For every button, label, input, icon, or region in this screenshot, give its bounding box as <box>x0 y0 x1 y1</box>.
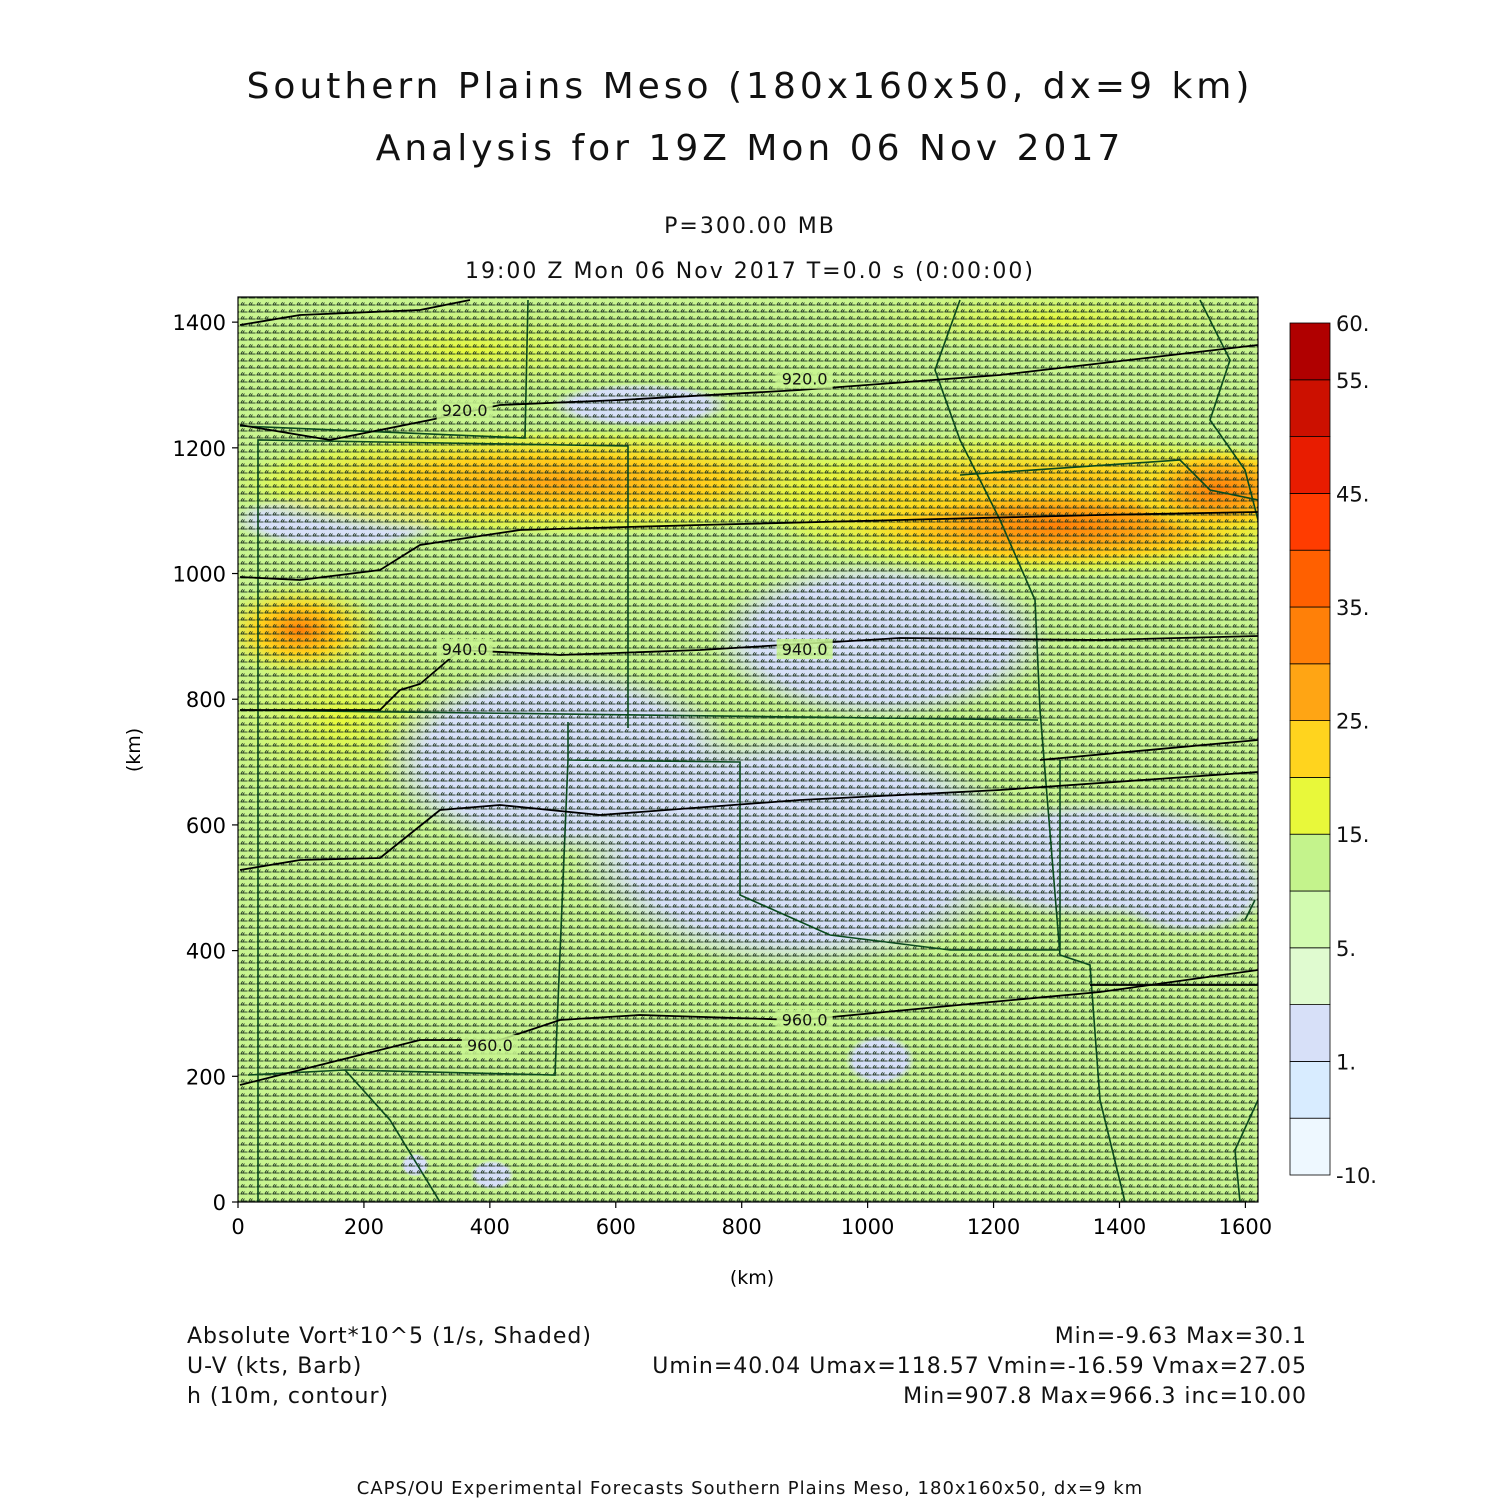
colorbar-label: 55. <box>1336 369 1369 393</box>
colorbar-swatch <box>1289 663 1331 721</box>
field3-stats: Min=907.8 Max=966.3 inc=10.00 <box>903 1384 1307 1409</box>
contour-label-bg <box>436 400 493 421</box>
title-line1: Southern Plains Meso (180x160x50, dx=9 k… <box>246 66 1254 107</box>
x-tick-label: 800 <box>722 1215 762 1239</box>
colorbar-label: 45. <box>1336 482 1369 506</box>
colorbar-label: -10. <box>1336 1164 1377 1188</box>
colorbar-label: 60. <box>1336 312 1369 336</box>
y-tick-label: 400 <box>186 940 226 964</box>
y-axis-label: (km) <box>123 728 145 772</box>
contour-label: 920.0 <box>442 401 488 420</box>
colorbar-swatch <box>1289 947 1331 1005</box>
field1-stats: Min=-9.63 Max=30.1 <box>1054 1324 1307 1349</box>
colorbar-label: 5. <box>1336 937 1356 961</box>
colorbar-label: 35. <box>1336 596 1369 620</box>
contour-label-bg <box>776 368 833 389</box>
y-tick-label: 600 <box>186 814 226 838</box>
x-axis-label: (km) <box>730 1267 774 1289</box>
title-line2: Analysis for 19Z Mon 06 Nov 2017 <box>375 128 1125 169</box>
colorbar-swatch <box>1289 890 1331 949</box>
field2-stats: Umin=40.04 Umax=118.57 Vmin=-16.59 Vmax=… <box>652 1354 1307 1379</box>
x-axis: 0 200 400 600 800 1000 1200 1400 1600 <box>231 1202 1272 1239</box>
y-tick-label: 1400 <box>173 311 226 335</box>
colorbar-label: 25. <box>1336 710 1369 734</box>
field1-label: Absolute Vort*10^5 (1/s, Shaded) <box>187 1324 592 1349</box>
x-tick-label: 1200 <box>967 1215 1020 1239</box>
y-axis: 0 200 400 600 800 1000 1200 1400 <box>173 311 238 1215</box>
colorbar-swatch <box>1289 777 1331 835</box>
y-tick-label: 1200 <box>173 437 226 461</box>
y-tick-label: 1000 <box>173 563 226 587</box>
colorbar-labels: -10. 1. 5. 15. 25. 35. 45. 55. 60. <box>1336 312 1377 1188</box>
colorbar-swatch <box>1289 436 1331 494</box>
x-tick-label: 0 <box>231 1215 244 1239</box>
height-contours <box>239 299 1258 1086</box>
contour-label: 940.0 <box>782 640 828 659</box>
x-tick-label: 200 <box>344 1215 384 1239</box>
plot-frame <box>237 296 1259 1203</box>
level-label: P=300.00 MB <box>664 214 836 239</box>
contour-labels: 920.0 920.0 940.0 940.0 960.0 960.0 <box>436 368 833 1055</box>
contour-label: 940.0 <box>442 640 488 659</box>
contour-label: 920.0 <box>782 370 828 389</box>
y-tick-label: 800 <box>186 688 226 712</box>
colorbar-swatch <box>1289 606 1331 665</box>
x-tick-label: 1400 <box>1093 1215 1146 1239</box>
contour-label-bg <box>776 638 833 659</box>
colorbar-label: 1. <box>1336 1050 1356 1074</box>
colorbar-swatch <box>1289 1061 1331 1119</box>
x-tick-label: 400 <box>470 1215 510 1239</box>
colorbar-swatch <box>1289 833 1331 892</box>
colorbar-swatch <box>1289 720 1331 778</box>
contour-label-bg <box>461 1034 518 1055</box>
y-tick-label: 200 <box>186 1065 226 1089</box>
wind-barbs <box>238 297 1258 1202</box>
contour-label-bg <box>776 1009 833 1030</box>
colorbar-swatch <box>1289 322 1331 381</box>
footer: CAPS/OU Experimental Forecasts Southern … <box>356 1478 1144 1499</box>
colorbar <box>1289 322 1331 1176</box>
state-boundaries <box>239 299 1258 1202</box>
contour-label: 960.0 <box>467 1036 513 1055</box>
colorbar-label: 15. <box>1336 823 1369 847</box>
shaded-field <box>238 297 1258 1202</box>
field2-label: U-V (kts, Barb) <box>187 1354 363 1379</box>
colorbar-swatch <box>1289 1117 1331 1176</box>
x-tick-label: 1600 <box>1219 1215 1272 1239</box>
colorbar-swatch <box>1289 379 1331 437</box>
y-tick-label: 0 <box>213 1191 226 1215</box>
x-tick-label: 600 <box>596 1215 636 1239</box>
time-label: 19:00 Z Mon 06 Nov 2017 T=0.0 s (0:00:00… <box>464 259 1036 284</box>
contour-label-bg <box>436 638 493 659</box>
colorbar-swatch <box>1289 1004 1331 1062</box>
colorbar-swatch <box>1289 549 1331 608</box>
contour-label: 960.0 <box>782 1011 828 1030</box>
x-tick-label: 1000 <box>841 1215 894 1239</box>
colorbar-swatch <box>1289 492 1331 551</box>
field3-label: h (10m, contour) <box>187 1384 390 1409</box>
